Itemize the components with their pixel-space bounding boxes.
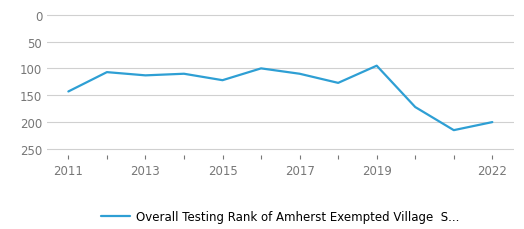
- Overall Testing Rank of Amherst Exempted Village  S...: [297, 73, 303, 76]
- Overall Testing Rank of Amherst Exempted Village  S...: [143, 75, 149, 77]
- Overall Testing Rank of Amherst Exempted Village  S...: [65, 91, 71, 93]
- Overall Testing Rank of Amherst Exempted Village  S...: [220, 79, 226, 82]
- Overall Testing Rank of Amherst Exempted Village  S...: [374, 65, 380, 68]
- Overall Testing Rank of Amherst Exempted Village  S...: [335, 82, 341, 85]
- Line: Overall Testing Rank of Amherst Exempted Village  S...: Overall Testing Rank of Amherst Exempted…: [68, 66, 493, 131]
- Overall Testing Rank of Amherst Exempted Village  S...: [258, 68, 264, 71]
- Overall Testing Rank of Amherst Exempted Village  S...: [104, 71, 110, 74]
- Overall Testing Rank of Amherst Exempted Village  S...: [181, 73, 187, 76]
- Overall Testing Rank of Amherst Exempted Village  S...: [412, 106, 418, 109]
- Overall Testing Rank of Amherst Exempted Village  S...: [489, 121, 496, 124]
- Legend: Overall Testing Rank of Amherst Exempted Village  S...: Overall Testing Rank of Amherst Exempted…: [96, 206, 464, 228]
- Overall Testing Rank of Amherst Exempted Village  S...: [451, 129, 457, 132]
